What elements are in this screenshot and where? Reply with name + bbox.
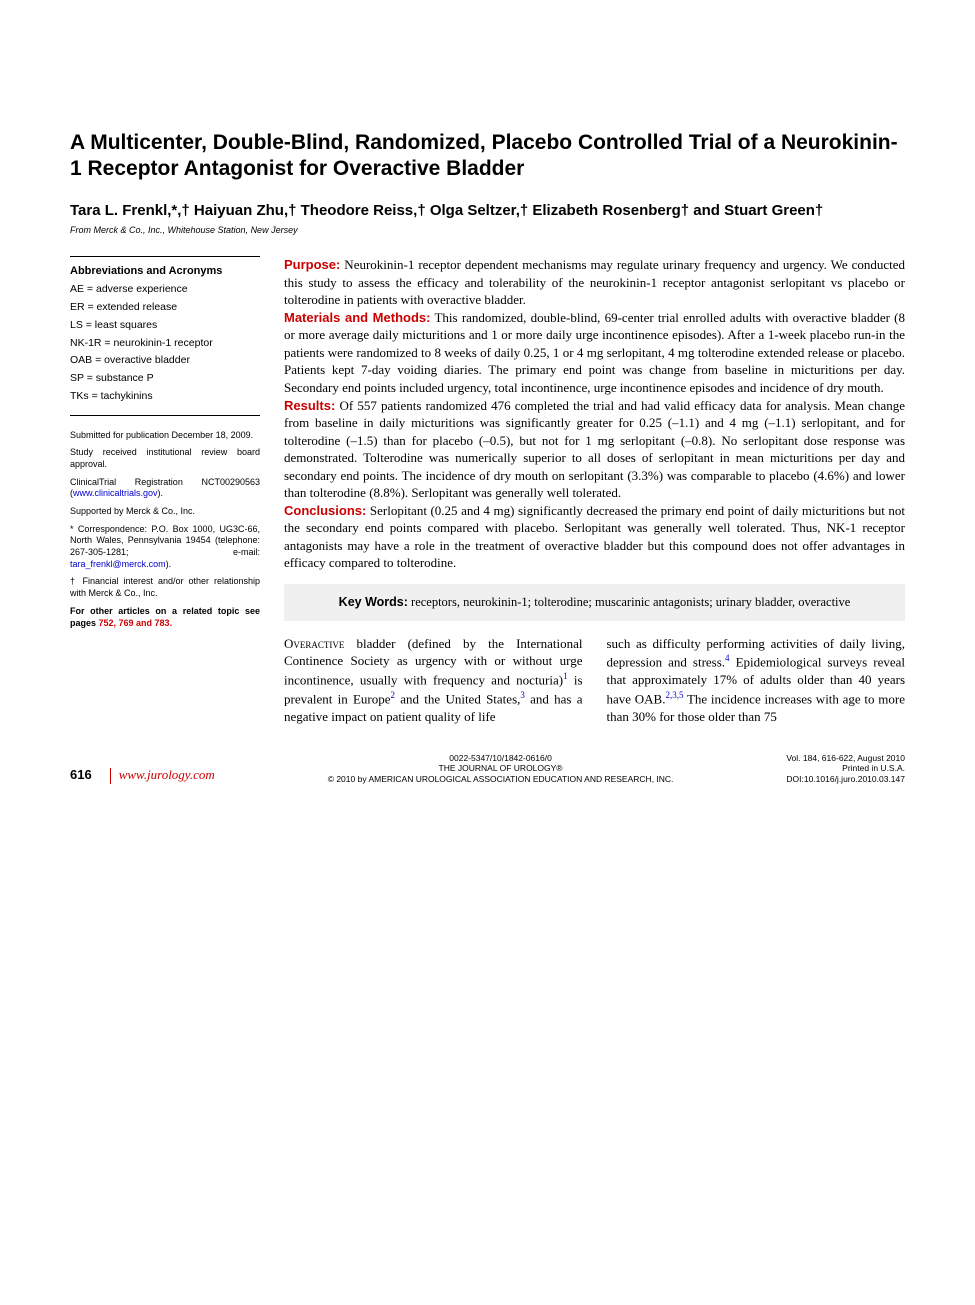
main-content-row: Abbreviations and Acronyms AE = adverse …: [70, 256, 905, 725]
journal-name: THE JOURNAL OF UROLOGY®: [215, 763, 787, 773]
conclusions-text: Serlopitant (0.25 and 4 mg) significantl…: [284, 503, 905, 571]
abstract-conclusions: Conclusions: Serlopitant (0.25 and 4 mg)…: [284, 502, 905, 572]
footnote-support: Supported by Merck & Co., Inc.: [70, 506, 260, 518]
printed-in: Printed in U.S.A.: [786, 763, 905, 773]
affiliation: From Merck & Co., Inc., Whitehouse Stati…: [70, 224, 905, 236]
footer-divider: [110, 768, 111, 784]
abbrev-item: LS = least squares: [70, 318, 260, 334]
body-columns: Overactive bladder (defined by the Inter…: [284, 635, 905, 725]
footnote-coi: † Financial interest and/or other relati…: [70, 576, 260, 599]
footnote-approval: Study received institutional review boar…: [70, 447, 260, 470]
journal-url[interactable]: www.jurology.com: [119, 766, 215, 784]
abbrev-heading: Abbreviations and Acronyms: [70, 265, 260, 278]
footnote-correspondence: * Correspondence: P.O. Box 1000, UG3C-66…: [70, 524, 260, 571]
keywords-box: Key Words: receptors, neurokinin-1; tolt…: [284, 584, 905, 621]
page-footer: 616 www.jurology.com 0022-5347/10/1842-0…: [70, 753, 905, 784]
related-articles: For other articles on a related topic se…: [70, 606, 260, 629]
author-list: Tara L. Frenkl,*,† Haiyuan Zhu,† Theodor…: [70, 201, 905, 221]
footnote-submitted: Submitted for publication December 18, 2…: [70, 430, 260, 442]
volume-info: Vol. 184, 616-622, August 2010: [786, 753, 905, 763]
abbrev-item: NK-1R = neurokinin-1 receptor: [70, 336, 260, 352]
ref-link[interactable]: 2,3,5: [665, 690, 683, 700]
abbrev-item: SP = substance P: [70, 371, 260, 387]
abbrev-item: AE = adverse experience: [70, 282, 260, 298]
results-label: Results:: [284, 398, 335, 413]
keywords-text: receptors, neurokinin-1; tolterodine; mu…: [408, 595, 850, 609]
purpose-text: Neurokinin-1 receptor dependent mechanis…: [284, 257, 905, 307]
keywords-label: Key Words:: [339, 595, 408, 609]
abbrev-item: ER = extended release: [70, 300, 260, 316]
footnote-text: * Correspondence: P.O. Box 1000, UG3C-66…: [70, 524, 260, 557]
body-col-2: such as difficulty performing activities…: [607, 635, 906, 725]
clinicaltrials-link[interactable]: www.clinicaltrials.gov: [73, 488, 158, 498]
abstract-column: Purpose: Neurokinin-1 receptor dependent…: [284, 256, 905, 725]
footnote-registration: ClinicalTrial Registration NCT00290563 (…: [70, 477, 260, 500]
abbrev-item: TKs = tachykinins: [70, 389, 260, 405]
footer-center: 0022-5347/10/1842-0616/0 THE JOURNAL OF …: [215, 753, 787, 784]
abstract-results: Results: Of 557 patients randomized 476 …: [284, 397, 905, 502]
article-title: A Multicenter, Double-Blind, Randomized,…: [70, 130, 905, 183]
abstract-methods: Materials and Methods: This randomized, …: [284, 309, 905, 397]
email-link[interactable]: tara_frenkl@merck.com: [70, 559, 166, 569]
issn: 0022-5347/10/1842-0616/0: [215, 753, 787, 763]
footer-right: Vol. 184, 616-622, August 2010 Printed i…: [786, 753, 905, 784]
doi: DOI:10.1016/j.juro.2010.03.147: [786, 774, 905, 784]
footnote-text: ).: [166, 559, 172, 569]
abbrev-item: OAB = overactive bladder: [70, 353, 260, 369]
abbreviations-box: Abbreviations and Acronyms AE = adverse …: [70, 256, 260, 415]
related-pages: 752, 769 and 783.: [99, 618, 173, 628]
page-number: 616: [70, 766, 92, 784]
sidebar: Abbreviations and Acronyms AE = adverse …: [70, 256, 260, 725]
body-col-1: Overactive bladder (defined by the Inter…: [284, 635, 583, 725]
results-text: Of 557 patients randomized 476 completed…: [284, 398, 905, 501]
lead-word: Overactive: [284, 636, 344, 651]
body-text: and the United States,: [395, 691, 520, 706]
abstract-purpose: Purpose: Neurokinin-1 receptor dependent…: [284, 256, 905, 309]
footnote-text: ).: [158, 488, 164, 498]
conclusions-label: Conclusions:: [284, 503, 366, 518]
purpose-label: Purpose:: [284, 257, 340, 272]
methods-label: Materials and Methods:: [284, 310, 430, 325]
copyright: © 2010 by AMERICAN UROLOGICAL ASSOCIATIO…: [215, 774, 787, 784]
